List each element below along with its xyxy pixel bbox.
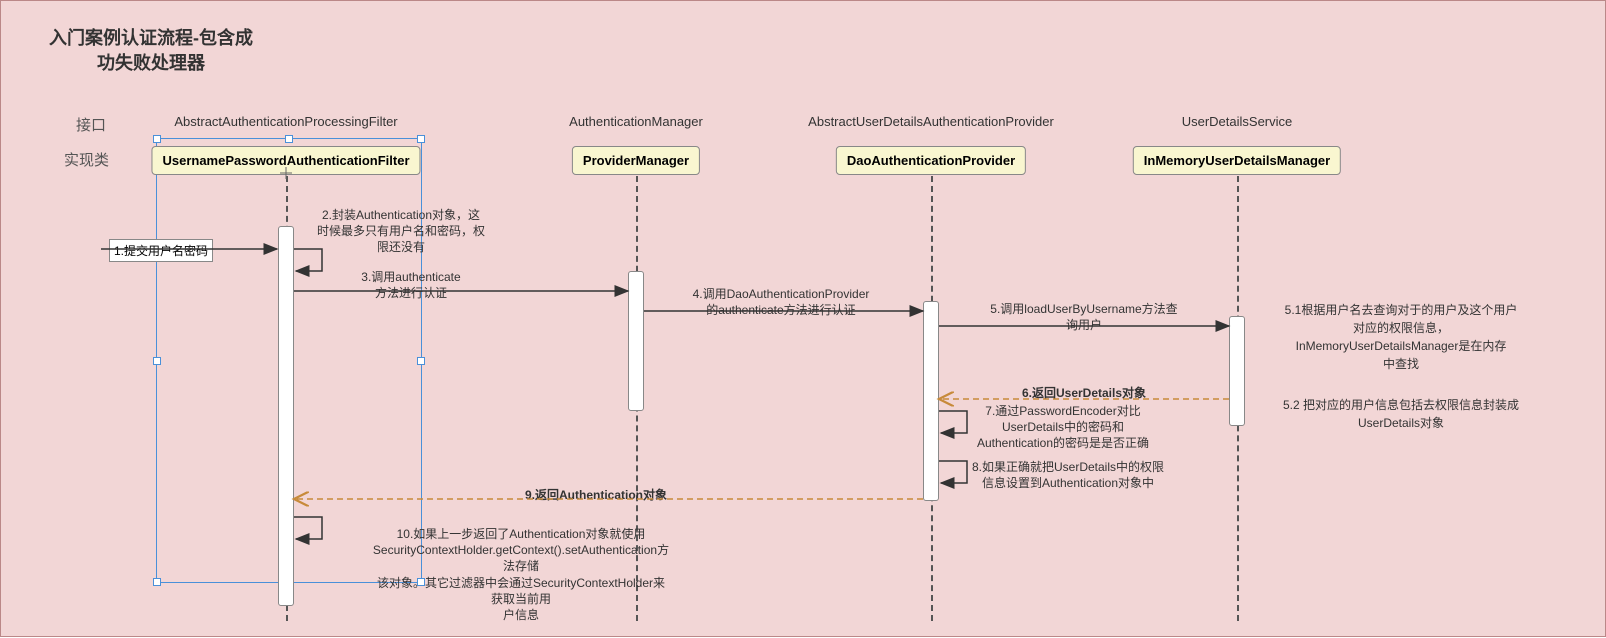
msg-m3: 3.调用authenticate方法进行认证 bbox=[261, 269, 561, 301]
sel-handle-nw[interactable] bbox=[153, 135, 161, 143]
msg-m4: 4.调用DaoAuthenticationProvider的authentica… bbox=[631, 286, 931, 318]
msg-m10: 10.如果上一步返回了Authentication对象就使用SecurityCo… bbox=[371, 526, 671, 623]
participant-3[interactable]: InMemoryUserDetailsManager bbox=[1133, 146, 1341, 175]
msg-m6: 6.返回UserDetails对象 bbox=[934, 385, 1234, 401]
diagram-canvas: 入门案例认证流程-包含成 功失败处理器 接口 实现类 AbstractAuthe… bbox=[0, 0, 1606, 637]
sel-handle-w[interactable] bbox=[153, 357, 161, 365]
row-label-interface: 接口 bbox=[76, 114, 106, 135]
sel-handle-e[interactable] bbox=[417, 357, 425, 365]
diagram-title: 入门案例认证流程-包含成 功失败处理器 bbox=[31, 26, 271, 76]
iface-label-0: AbstractAuthenticationProcessingFilter bbox=[174, 114, 397, 129]
iface-label-2: AbstractUserDetailsAuthenticationProvide… bbox=[808, 114, 1054, 129]
side-note-0: 5.1根据用户名去查询对于的用户及这个用户对应的权限信息，InMemoryUse… bbox=[1251, 301, 1551, 373]
row-label-impl: 实现类 bbox=[64, 149, 109, 170]
sel-handle-ne[interactable] bbox=[417, 135, 425, 143]
msg-m8: 8.如果正确就把UserDetails中的权限信息设置到Authenticati… bbox=[918, 459, 1218, 491]
side-note-1: 5.2 把对应的用户信息包括去权限信息封装成UserDetails对象 bbox=[1251, 396, 1551, 432]
iface-label-3: UserDetailsService bbox=[1182, 114, 1293, 129]
iface-label-1: AuthenticationManager bbox=[569, 114, 703, 129]
sel-handle-n[interactable] bbox=[285, 135, 293, 143]
sel-handle-sw[interactable] bbox=[153, 578, 161, 586]
title-line1: 入门案例认证流程-包含成 bbox=[49, 28, 253, 48]
msg-m5: 5.调用loadUserByUsername方法查询用户 bbox=[934, 301, 1234, 333]
title-line2: 功失败处理器 bbox=[97, 53, 205, 73]
msg-m7: 7.通过PasswordEncoder对比UserDetails中的密码和Aut… bbox=[913, 403, 1213, 452]
participant-2[interactable]: DaoAuthenticationProvider bbox=[836, 146, 1026, 175]
msg-m9: 9.返回Authentication对象 bbox=[446, 487, 746, 503]
entry-message: 1.提交用户名密码 bbox=[109, 239, 213, 262]
participant-0[interactable]: UsernamePasswordAuthenticationFilter bbox=[151, 146, 420, 175]
participant-1[interactable]: ProviderManager bbox=[572, 146, 700, 175]
msg-m2: 2.封装Authentication对象，这时候最多只有用户名和密码，权限还没有 bbox=[251, 207, 551, 256]
